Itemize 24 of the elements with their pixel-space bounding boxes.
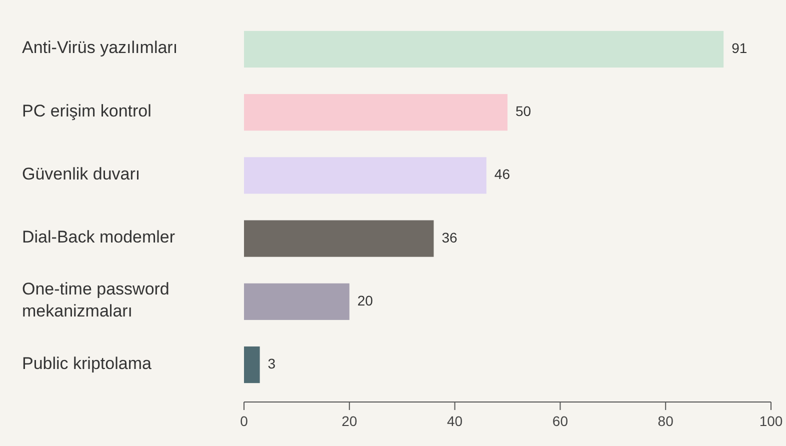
y-tick-label: PC erişim kontrol bbox=[22, 102, 152, 121]
y-tick-label: Dial-Back modemler bbox=[22, 228, 176, 248]
x-tick-label: 40 bbox=[447, 413, 463, 429]
y-tick-label: Public kriptolama bbox=[22, 354, 152, 374]
x-tick-label: 0 bbox=[240, 413, 248, 429]
bar bbox=[244, 283, 350, 320]
y-tick-label: Anti-Virüs yazılımları bbox=[22, 38, 178, 58]
data-label: 3 bbox=[268, 355, 276, 372]
x-tick-label: 80 bbox=[658, 413, 674, 429]
bar bbox=[244, 220, 434, 257]
bar bbox=[244, 157, 486, 194]
x-tick-label: 100 bbox=[759, 413, 783, 429]
x-tick-label: 60 bbox=[552, 413, 568, 429]
x-tick-label: 20 bbox=[342, 413, 358, 429]
bar bbox=[244, 30, 724, 68]
y-tick-label: Güvenlik duvarı bbox=[22, 164, 140, 184]
data-label: 50 bbox=[516, 103, 532, 120]
data-label: 46 bbox=[494, 166, 510, 182]
bar bbox=[244, 94, 508, 131]
data-label: 91 bbox=[732, 40, 748, 56]
y-tick-label: One-time password mekanizmaları bbox=[22, 280, 170, 322]
bar bbox=[244, 346, 260, 384]
data-label: 20 bbox=[357, 292, 374, 308]
data-label: 36 bbox=[442, 229, 458, 246]
